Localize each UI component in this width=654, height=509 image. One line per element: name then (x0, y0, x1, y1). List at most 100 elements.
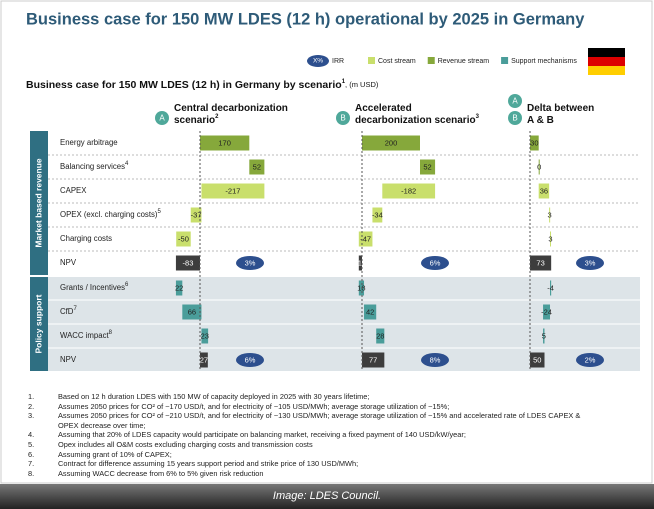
footnotes: 1. Based on 12 h duration LDES with 150 M… (28, 392, 588, 478)
bar (530, 352, 545, 368)
irr-oval (421, 256, 449, 270)
image-credit: Image: LDES Council. (0, 484, 654, 509)
bar (249, 159, 265, 175)
superscript: 7 (73, 306, 77, 312)
row-label: WACC impact8 (60, 330, 113, 340)
scenario-badge (155, 111, 169, 125)
bar-value-label: 23 (201, 331, 209, 340)
flag-stripe (588, 57, 625, 66)
bar-value-label: 5 (542, 331, 546, 340)
footnote-text: Assuming that 20% of LDES capacity would… (58, 430, 466, 440)
scenario-title-line: Central decarbonization (174, 103, 288, 114)
bar-value-label: 77 (369, 355, 377, 364)
legend-label: Revenue stream (438, 58, 490, 65)
footnote-text: Assuming grant of 10% of CAPEX; (58, 449, 172, 459)
bar (201, 183, 265, 199)
footnote-text: Opex includes all O&M costs excluding ch… (58, 439, 313, 449)
row-label: NPV (60, 355, 77, 364)
superscript: 4 (125, 161, 129, 167)
section-label: Policy support (33, 294, 43, 353)
bar-value-label: 28 (376, 331, 384, 340)
footnote-text: Assumes 2050 prices for CO² of ~210 USD/… (58, 411, 581, 430)
bar-value-label: 36 (540, 186, 548, 195)
irr-label: 8% (430, 355, 441, 364)
footnote-number: 6. (28, 449, 35, 459)
scenario-badge (508, 111, 522, 125)
irr-label: 6% (245, 355, 256, 364)
scenario-title-line: scenario (174, 115, 215, 126)
row-label: NPV (60, 258, 77, 267)
bar (376, 328, 385, 344)
scenario-title-line: Accelerated (355, 103, 412, 114)
row-label-text: CAPEX (60, 186, 87, 195)
irr-oval (576, 353, 604, 367)
bar (362, 135, 420, 151)
bar (358, 255, 362, 271)
bar (538, 159, 540, 175)
row-label-text: Energy arbitrage (60, 138, 118, 147)
footnote: 5. Opex includes all O&M costs excluding … (28, 440, 588, 450)
irr-label: 3% (245, 258, 256, 267)
bar (182, 304, 202, 320)
irr-oval (421, 353, 449, 367)
footnote: 1. Based on 12 h duration LDES with 150 M… (28, 392, 588, 402)
bar-value-label: 170 (218, 138, 231, 147)
footnote-number: 3. (28, 411, 35, 421)
scenario-badge-letter: A (512, 97, 518, 106)
scenario-title: Central decarbonization (174, 103, 288, 114)
row-label: CfD7 (60, 306, 77, 316)
chart-subtitle: Business case for 150 MW LDES (12 h) in … (26, 79, 379, 91)
bar (550, 231, 552, 247)
footnote-number: 4. (28, 430, 35, 440)
bar-value-label: 52 (253, 162, 261, 171)
row-label-text: Balancing services (60, 162, 125, 171)
superscript: 2 (215, 114, 219, 120)
bar (362, 352, 385, 368)
bar-value-label: -4 (547, 283, 554, 292)
bar-value-label: -11 (355, 258, 365, 267)
legend-swatch (501, 57, 509, 64)
scenario-title: A & B (527, 115, 554, 126)
legend-label: Cost stream (378, 58, 416, 65)
row-label: Grants / Incentives6 (60, 282, 129, 292)
bar (175, 280, 183, 296)
bar-value-label: -37 (191, 210, 202, 219)
chart: Business case for 150 MW LDES (12 h) ope… (0, 0, 653, 484)
bar-value-label: 27 (200, 355, 208, 364)
bar-value-label: 73 (536, 258, 544, 267)
footnote-text: Based on 12 h duration LDES with 150 MW … (58, 392, 370, 401)
bar-value-label: 200 (385, 138, 398, 147)
scenario-badge-letter: B (512, 114, 517, 123)
superscript: 1 (342, 79, 346, 85)
irr-label: 6% (430, 258, 441, 267)
scenario-title: decarbonization scenario3 (355, 114, 480, 126)
row-label: Charging costs (60, 234, 112, 243)
bar-value-label: -217 (225, 186, 240, 195)
bar (176, 231, 191, 247)
bar (358, 280, 365, 296)
page-title: Business case for 150 MW LDES (12 h) ope… (26, 10, 585, 28)
bar-value-label: -47 (360, 234, 371, 243)
scenario-badge-letter: B (340, 114, 345, 123)
bar (175, 255, 200, 271)
footnote-number: 5. (28, 439, 35, 449)
bar (190, 207, 202, 223)
bar (364, 304, 377, 320)
bar-value-label: -34 (372, 210, 383, 219)
bar-value-label: 52 (423, 162, 431, 171)
bar-value-label: -50 (178, 234, 189, 243)
bar-value-label: 50 (533, 355, 541, 364)
irr-oval (236, 256, 264, 270)
bar-value-label: 3 (548, 234, 552, 243)
row-label-text: CfD (60, 307, 74, 316)
footnote: 7. Contract for difference assuming 15 ye… (28, 459, 588, 469)
flag-stripe (588, 66, 625, 75)
bar-value-label: -83 (183, 258, 194, 267)
footnote-text: Assuming WACC decrease from 6% to 5% giv… (58, 468, 264, 478)
bar (372, 207, 383, 223)
legend-swatch (368, 57, 375, 64)
bar-value-label: -24 (541, 307, 552, 316)
bar (543, 304, 551, 320)
bar (530, 255, 552, 271)
bar (420, 159, 436, 175)
